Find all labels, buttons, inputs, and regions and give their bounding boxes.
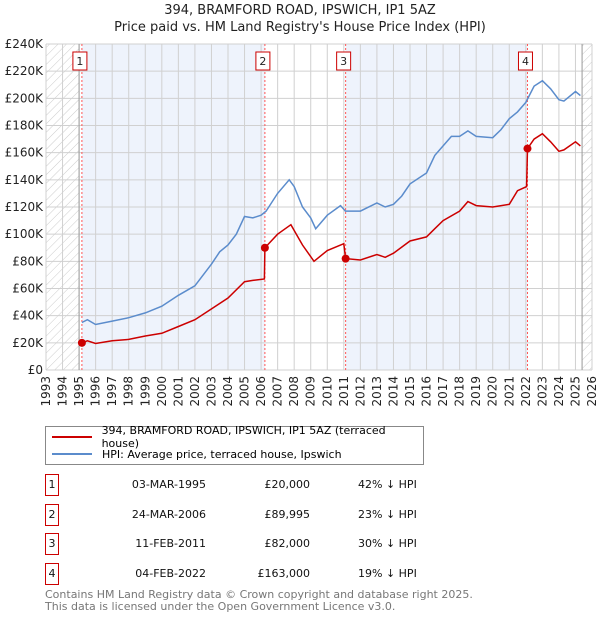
x-tick-label: 1994	[56, 376, 70, 407]
x-tick-label: 2000	[155, 376, 169, 407]
price-paid-line	[81, 132, 581, 345]
x-tick-label: 2012	[353, 376, 367, 407]
x-tick-label: 2001	[171, 376, 185, 407]
y-tick-label: £0	[28, 363, 43, 377]
x-tick-label: 2005	[238, 376, 252, 407]
x-tick-label: 2013	[370, 376, 384, 407]
sale-date: 11-FEB-2011	[135, 537, 206, 550]
hpi-diff: 19% ↓ HPI	[358, 567, 417, 580]
legend-swatch-red	[52, 436, 92, 438]
sale-label-box	[517, 51, 533, 71]
x-tick-label: 2006	[254, 376, 268, 407]
sale-price: £20,000	[264, 478, 311, 491]
sale-label: 4	[522, 55, 529, 68]
x-tick-label: 1993	[39, 376, 53, 407]
x-tick-label: 1997	[105, 376, 119, 407]
price-chart: 1993 1994 1995 1996 1997 1998 1999 2000 2001 2002…	[5, 37, 599, 407]
hpi-diff: 23% ↓ HPI	[358, 508, 417, 521]
x-tick-label: 2016	[420, 376, 434, 407]
y-tick-label: £20K	[12, 336, 44, 350]
x-tick-label: 1995	[72, 376, 86, 407]
legend-label: HPI: Average price, terraced house, Ipsw…	[102, 447, 342, 461]
y-tick-label: £160K	[5, 146, 45, 160]
x-tick-label: 2011	[337, 376, 351, 407]
y-tick-label: £40K	[12, 309, 44, 323]
x-tick-label: 2023	[535, 376, 549, 407]
x-tick-label: 2018	[453, 376, 467, 407]
sale-label-box	[72, 51, 88, 71]
x-tick-label: 2002	[188, 376, 202, 407]
x-tick-label: 2017	[436, 376, 450, 407]
legend-label: 394, BRAMFORD ROAD, IPSWICH, IP1 5AZ (te…	[101, 424, 386, 450]
sale-number: 2	[45, 504, 59, 526]
sale-number: 4	[45, 563, 59, 585]
sale-label: 2	[259, 55, 266, 68]
sale-label: 1	[76, 55, 83, 68]
y-tick-label: £200K	[5, 91, 45, 105]
x-tick-label: 2021	[502, 376, 516, 407]
sale-date: 04-FEB-2022	[135, 567, 206, 580]
sale-price: £163,000	[257, 567, 311, 580]
y-tick-label: £140K	[5, 173, 45, 187]
sale-label: 3	[340, 55, 347, 68]
sale-date: 24-MAR-2006	[131, 508, 206, 521]
x-tick-label: 2003	[204, 376, 218, 407]
x-tick-label: 2015	[403, 376, 417, 407]
legend-item-hpi: HPI: Average price, terraced house, Ipsw…	[52, 446, 342, 462]
y-tick-label: £240K	[5, 37, 45, 51]
sale-point	[77, 338, 86, 347]
hpi-diff: 42% ↓ HPI	[358, 478, 417, 491]
legend-swatch-blue	[52, 453, 92, 455]
y-tick-label: £80K	[12, 254, 44, 268]
x-tick-label: 2026	[585, 376, 599, 407]
legend: 394, BRAMFORD ROAD, IPSWICH, IP1 5AZ (te…	[45, 424, 424, 465]
x-tick-label: 2024	[552, 376, 566, 407]
sale-number: 1	[45, 474, 59, 496]
x-tick-label: 1999	[138, 376, 152, 407]
legend-item-property: 394, BRAMFORD ROAD, IPSWICH, IP1 5AZ (te…	[52, 424, 423, 450]
footer-licence: This data is licensed under the Open Gov…	[45, 600, 396, 613]
sale-label-box	[336, 51, 352, 71]
sale-price: £82,000	[264, 537, 311, 550]
sale-point	[523, 144, 532, 153]
chart-title: 394, BRAMFORD ROAD, IPSWICH, IP1 5AZ	[164, 3, 436, 18]
hpi-line	[81, 79, 581, 326]
hpi-diff: 30% ↓ HPI	[358, 537, 417, 550]
x-tick-label: 2019	[469, 376, 483, 407]
x-tick-label: 2010	[320, 376, 334, 407]
x-tick-label: 1998	[122, 376, 136, 407]
sale-date: 03-MAR-1995	[131, 478, 206, 491]
x-tick-label: 1996	[89, 376, 103, 407]
x-tick-label: 2025	[568, 376, 582, 407]
y-tick-label: £180K	[5, 119, 45, 133]
footer-copyright: Contains HM Land Registry data © Crown c…	[45, 588, 473, 601]
sale-number: 3	[45, 533, 59, 555]
y-tick-label: £100K	[5, 227, 45, 241]
x-tick-label: 2020	[486, 376, 500, 407]
x-tick-label: 2007	[271, 376, 285, 407]
footer: Contains HM Land Registry data © Crown c…	[45, 589, 473, 613]
y-tick-label: £120K	[5, 200, 45, 214]
sale-point	[341, 254, 350, 263]
sale-price: £89,995	[264, 508, 311, 521]
sale-point	[260, 243, 269, 252]
chart-subtitle: Price paid vs. HM Land Registry's House …	[114, 20, 486, 35]
x-tick-label: 2004	[221, 376, 235, 407]
sale-label-box	[255, 51, 271, 71]
x-tick-label: 2009	[304, 376, 318, 407]
y-tick-label: £60K	[12, 282, 44, 296]
x-tick-label: 2022	[519, 376, 533, 407]
y-tick-label: £220K	[5, 64, 45, 78]
x-tick-label: 2014	[386, 376, 400, 407]
x-tick-label: 2008	[287, 376, 301, 407]
